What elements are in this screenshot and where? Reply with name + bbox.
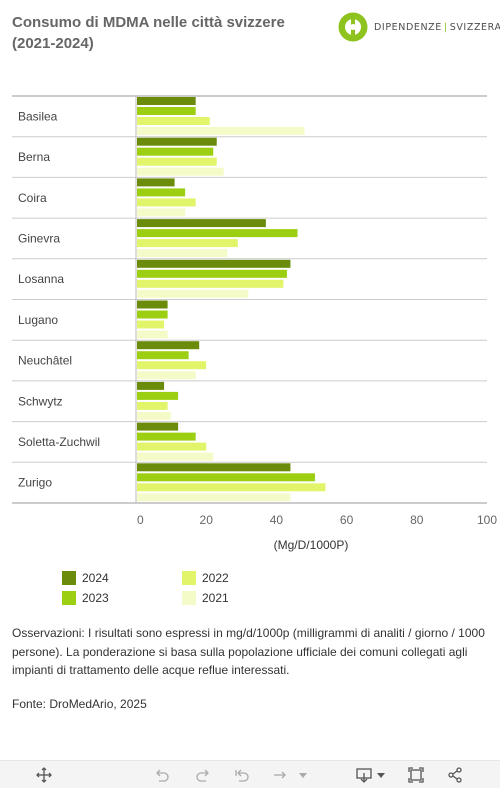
share-icon (448, 767, 462, 783)
bar (137, 330, 168, 339)
bar (137, 249, 228, 258)
share-button[interactable] (445, 764, 465, 786)
forward-icon (274, 771, 286, 779)
bar (137, 178, 175, 187)
forward-button[interactable] (270, 764, 290, 786)
legend-label: 2023 (82, 591, 109, 605)
bar (137, 107, 196, 115)
logo-separator: | (443, 21, 448, 33)
category-label: Neuchâtel (18, 354, 72, 368)
bar (137, 310, 168, 319)
redo-button[interactable] (193, 764, 213, 786)
redo-icon (196, 769, 209, 782)
bar (137, 229, 298, 238)
bar (137, 442, 207, 451)
download-button[interactable] (354, 764, 388, 786)
bar (137, 391, 179, 400)
bar (137, 157, 217, 166)
bar (137, 381, 165, 390)
undo-icon (156, 769, 169, 782)
legend-swatch (182, 591, 196, 605)
x-tick-label: 40 (270, 513, 284, 527)
category-label: Coira (18, 191, 47, 205)
bar (137, 279, 284, 288)
bar (137, 208, 186, 217)
move-icon (36, 767, 52, 783)
x-tick-label: 20 (200, 513, 214, 527)
fullscreen-icon (408, 767, 424, 783)
bar (137, 269, 287, 278)
bar (137, 401, 168, 410)
bar (137, 259, 291, 268)
x-tick-label: 80 (410, 513, 424, 527)
brand-logo[interactable]: DIPENDENZE | SVIZZERA (338, 12, 500, 42)
category-label: Zurigo (18, 476, 52, 490)
bar (137, 300, 168, 309)
move-button[interactable] (34, 764, 54, 786)
bar (137, 97, 196, 105)
bar (137, 371, 196, 380)
category-label: Lugano (18, 313, 58, 327)
category-label: Schwytz (18, 394, 63, 408)
source-text: Fonte: DroMedArio, 2025 (12, 697, 147, 711)
chart-title: Consumo di MDMA nelle città svizzere (20… (12, 14, 285, 52)
bar (137, 137, 217, 146)
legend-label: 2024 (82, 571, 109, 585)
bar (137, 483, 326, 492)
bar (137, 422, 179, 431)
bar (137, 188, 186, 197)
bar (137, 239, 238, 248)
bar (137, 117, 210, 125)
legend-item[interactable]: 2021 (182, 591, 229, 605)
bar (137, 219, 266, 228)
bar (137, 432, 196, 441)
bar (137, 463, 291, 472)
undo-button[interactable] (152, 764, 172, 786)
bar-chart: Basilea Berna Coira Ginevra Losanna Lugano Neu… (12, 95, 497, 552)
bar (137, 289, 249, 298)
legend-item[interactable]: 2022 (182, 571, 229, 585)
legend-label: 2022 (202, 571, 229, 585)
download-icon (356, 768, 385, 783)
bar (137, 147, 214, 156)
logo-text-right: SVIZZERA (449, 21, 500, 33)
dipendenze-svizzera-logo-icon (338, 12, 368, 42)
category-label: Losanna (18, 272, 64, 286)
category-label: Berna (18, 150, 50, 164)
logo-text-left: DIPENDENZE (374, 21, 442, 33)
history-dropdown[interactable] (296, 764, 310, 786)
bar (137, 198, 196, 207)
legend-item[interactable]: 2024 (62, 571, 109, 585)
legend: 2024 2023 2022 2021 (62, 571, 322, 611)
reset-button[interactable] (232, 764, 252, 786)
fullscreen-button[interactable] (406, 764, 426, 786)
dropdown-icon (299, 773, 307, 778)
category-label: Soletta-Zuchwil (18, 435, 100, 449)
bar (137, 493, 291, 502)
x-tick-label: 60 (340, 513, 354, 527)
toolbar (0, 760, 500, 788)
category-label: Basilea (18, 109, 58, 123)
legend-swatch (182, 571, 196, 585)
x-axis-label: (Mg/D/1000P) (274, 538, 349, 552)
notes-text: Osservazioni: I risultati sono espressi … (12, 626, 485, 677)
bar (137, 167, 224, 176)
bar (137, 351, 189, 360)
bar (137, 320, 165, 329)
legend-label: 2021 (202, 591, 229, 605)
bar (137, 473, 316, 482)
bar (137, 341, 200, 350)
legend-swatch (62, 591, 76, 605)
legend-swatch (62, 571, 76, 585)
legend-item[interactable]: 2023 (62, 591, 109, 605)
bar (137, 361, 207, 370)
bar (137, 411, 172, 420)
reset-icon (235, 769, 249, 782)
category-label: Ginevra (18, 231, 60, 245)
bar (137, 127, 305, 135)
x-tick-label: 100 (477, 513, 497, 527)
x-tick-label: 0 (137, 513, 144, 527)
bar (137, 452, 214, 461)
